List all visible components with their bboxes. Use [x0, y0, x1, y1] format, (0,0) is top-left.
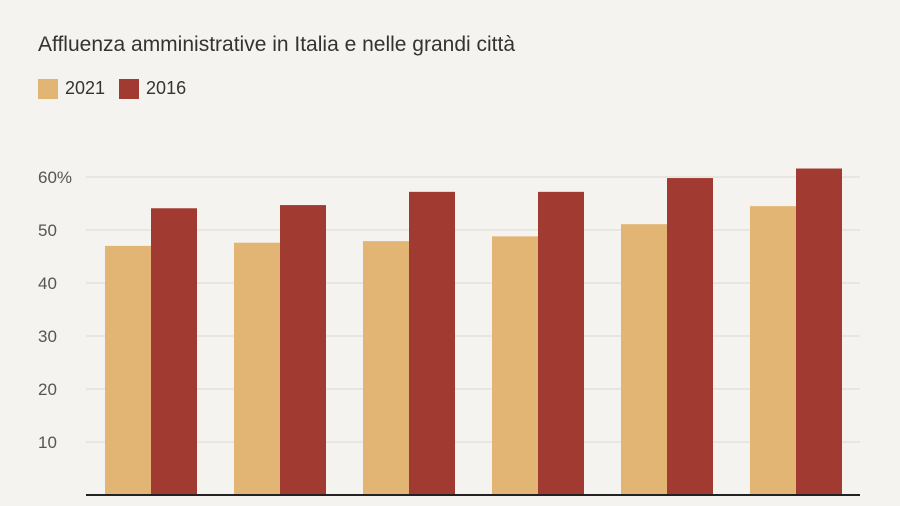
bars [105, 168, 842, 496]
bar-2021-5 [621, 224, 667, 496]
bar-2021-1 [105, 245, 151, 495]
y-tick-label-40: 40 [38, 274, 57, 293]
legend-swatch-2016 [119, 78, 140, 99]
bar-2021-2 [234, 242, 280, 495]
bar-2016-1 [151, 208, 197, 495]
grid-lines [86, 176, 860, 443]
bar-2016-3 [409, 191, 455, 495]
legend-label-2016: 2016 [146, 78, 187, 98]
chart-legend: 2021 2016 [38, 78, 200, 99]
bar-2021-3 [363, 241, 409, 495]
legend-label-2021: 2021 [65, 78, 106, 98]
y-tick-label-50: 50 [38, 221, 57, 240]
y-axis-tick-labels: 10 20 30 40 50 60% [38, 168, 72, 452]
legend-swatch-2021 [38, 78, 58, 99]
legend-item-2016: 2016 [119, 78, 186, 99]
chart-title: Affluenza amministrative in Italia e nel… [38, 33, 516, 56]
y-tick-label-30: 30 [38, 327, 57, 346]
legend-item-2021: 2021 [38, 78, 105, 99]
bar-2016-4 [538, 191, 584, 495]
bar-2021-6 [750, 206, 796, 495]
bar-2016-6 [796, 168, 842, 495]
bar-2021-4 [492, 236, 538, 496]
y-tick-label-60: 60% [38, 168, 72, 187]
bar-2016-2 [280, 205, 326, 495]
y-tick-label-10: 10 [38, 433, 57, 452]
bar-2016-5 [667, 178, 713, 495]
y-tick-label-20: 20 [38, 380, 57, 399]
